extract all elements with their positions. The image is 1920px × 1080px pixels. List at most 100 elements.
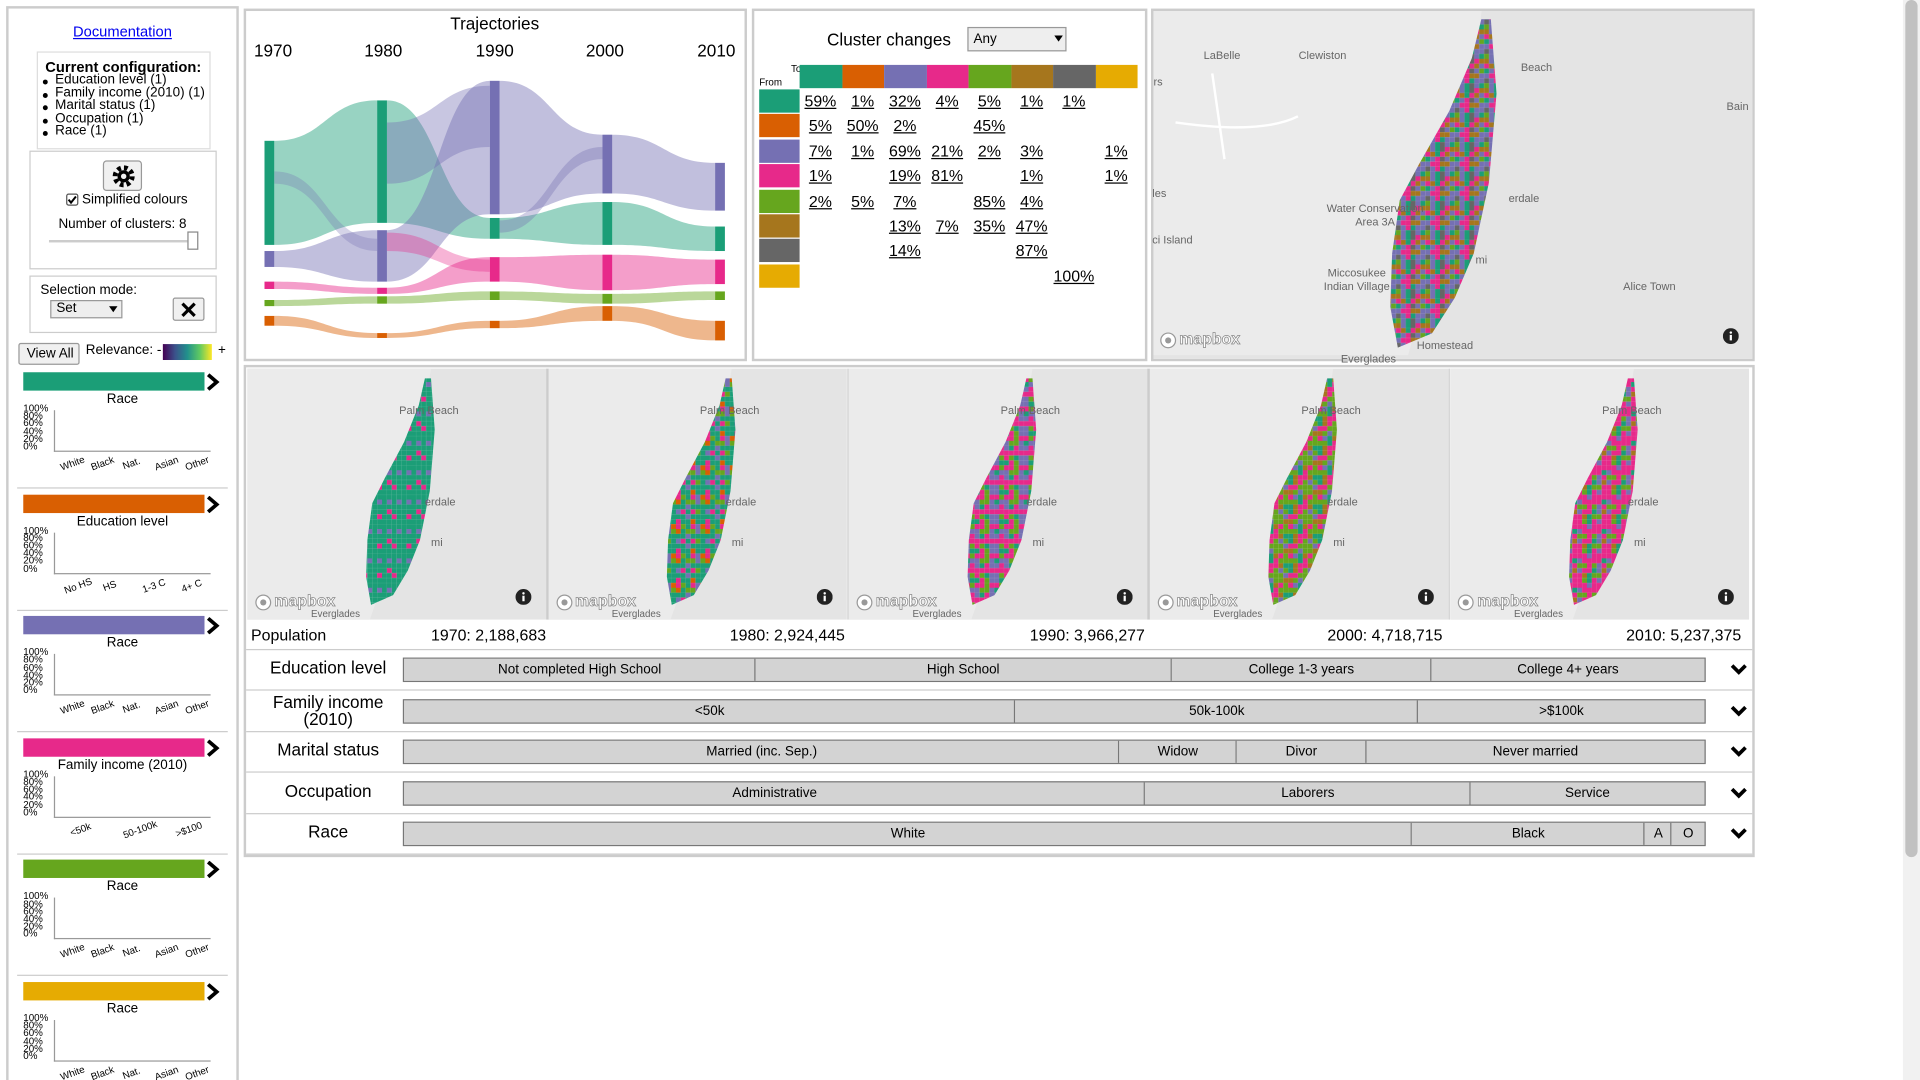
expand-arrow [206, 739, 220, 757]
change-cell[interactable]: 2% [977, 141, 1001, 161]
attribute-bar: Not completed High School High School Coll… [402, 657, 1706, 683]
attribute-segment[interactable]: O [1671, 822, 1705, 845]
mapbox-logo-icon [856, 594, 873, 611]
change-cell[interactable]: 5% [851, 191, 875, 211]
segment-label: >$100k [1539, 703, 1584, 719]
change-cell[interactable]: 1% [1062, 91, 1086, 111]
change-cell[interactable]: 32% [888, 91, 921, 111]
change-cell[interactable]: 1% [1020, 166, 1044, 186]
change-cell[interactable]: 1% [808, 166, 832, 186]
attribute-segment[interactable]: Never married [1366, 740, 1705, 763]
attribute-segment[interactable]: College 4+ years [1431, 658, 1705, 681]
attribute-segment[interactable]: Married (inc. Sep.) [404, 740, 1120, 763]
attribute-segment[interactable]: College 1-3 years [1171, 658, 1432, 681]
change-cell[interactable]: 45% [973, 116, 1006, 136]
change-cell[interactable]: 4% [935, 91, 959, 111]
map-label: Everglades [1340, 352, 1396, 365]
trajectory-node [489, 291, 500, 301]
change-cell[interactable]: 13% [888, 216, 921, 236]
to-color [1095, 64, 1138, 89]
mapbox-logo: mapbox [274, 591, 336, 610]
change-cell[interactable]: 87% [1015, 241, 1048, 261]
map-road [1175, 73, 1299, 160]
attribute-segment[interactable]: Black [1411, 822, 1645, 845]
change-cell[interactable]: 47% [1015, 216, 1048, 236]
change-cell[interactable]: 7% [893, 191, 917, 211]
map-label: mi [1475, 253, 1488, 266]
axis-label: 100% [23, 890, 49, 902]
change-cell[interactable]: 7% [935, 216, 959, 236]
documentation-link[interactable]: Documentation [73, 23, 172, 41]
info-button [1718, 588, 1735, 605]
config-item: Occupation (1) [55, 111, 144, 126]
attribute-segment[interactable]: Laborers [1145, 781, 1471, 804]
clear-button[interactable] [172, 297, 205, 321]
change-cell[interactable]: 1% [1104, 166, 1128, 186]
selection-select[interactable]: Set [50, 300, 123, 319]
settings-button[interactable] [102, 160, 143, 192]
icon-shape [1725, 592, 1728, 595]
info-button [515, 588, 532, 605]
change-cell[interactable]: 21% [931, 141, 964, 161]
change-cell[interactable]: 1% [851, 141, 875, 161]
segment-label: Service [1564, 785, 1610, 801]
attribute-segment[interactable]: White [404, 822, 1412, 845]
attribute-segment[interactable]: >$100k [1418, 699, 1705, 722]
chart-baseline [53, 572, 211, 574]
axis-label: 80% [23, 532, 43, 544]
selection-label: Selection mode: [40, 282, 138, 298]
attribute-segment[interactable]: Service [1470, 781, 1705, 804]
relevance-label: Relevance: - [85, 342, 162, 358]
change-cell[interactable]: 100% [1053, 266, 1095, 286]
map-label: Beach [1520, 61, 1553, 74]
change-cell[interactable]: 35% [973, 216, 1006, 236]
attribute-segment[interactable]: Administrative [404, 781, 1146, 804]
segment-label: White [890, 826, 926, 842]
change-cell[interactable]: 85% [973, 191, 1006, 211]
trajectory-node [377, 230, 387, 282]
attribute-segment[interactable]: Widow [1119, 740, 1237, 763]
attribute-segment[interactable]: Not completed High School [404, 658, 756, 681]
change-cell[interactable]: 19% [888, 166, 921, 186]
change-cell[interactable]: 3% [1020, 141, 1044, 161]
trajectory-node [264, 300, 275, 307]
change-cell[interactable]: 5% [977, 91, 1001, 111]
change-cell[interactable]: 4% [1020, 191, 1044, 211]
slider-thumb[interactable] [187, 231, 199, 250]
axis-label: 40% [23, 547, 43, 559]
change-cell[interactable]: 5% [808, 116, 832, 136]
segment-label: Widow [1157, 744, 1199, 760]
change-cell[interactable]: 50% [846, 116, 879, 136]
population-year: 1970: 2,188,683 [431, 625, 547, 645]
filter-select[interactable]: Any [967, 26, 1067, 52]
attribute-segment[interactable]: 50k-100k [1015, 699, 1419, 722]
attribute-segment[interactable]: A [1644, 822, 1672, 845]
trajectory-flow [386, 85, 490, 184]
axis-label: 20% [23, 433, 43, 445]
change-cell[interactable]: 2% [893, 116, 917, 136]
change-cell[interactable]: 69% [888, 141, 921, 161]
attribute-name: Race [308, 821, 349, 842]
change-cell[interactable]: 81% [931, 166, 964, 186]
change-cell[interactable]: 14% [888, 241, 921, 261]
attribute-segment[interactable]: High School [755, 658, 1172, 681]
segment-label: Not completed High School [498, 662, 662, 678]
map-label: Palm Beach [1602, 404, 1662, 417]
change-cell[interactable]: 1% [1020, 91, 1044, 111]
from-color [759, 264, 800, 288]
map-label: Indian Village [1323, 280, 1390, 293]
view-all-button[interactable]: View All [18, 342, 80, 365]
change-cell[interactable]: 1% [1104, 141, 1128, 161]
trajectory-flow [612, 254, 716, 291]
change-cell[interactable]: 7% [808, 141, 832, 161]
cluster-title: Education level [76, 513, 169, 529]
attribute-bar: Administrative Laborers Service [402, 780, 1706, 806]
icon-shape [1054, 35, 1063, 42]
change-cell[interactable]: 59% [804, 91, 837, 111]
axis-label: 40% [23, 669, 43, 681]
attribute-segment[interactable]: <50k [404, 699, 1016, 722]
change-cell[interactable]: 1% [851, 91, 875, 111]
change-cell[interactable]: 2% [808, 191, 832, 211]
attribute-segment[interactable]: Divor [1236, 740, 1367, 763]
